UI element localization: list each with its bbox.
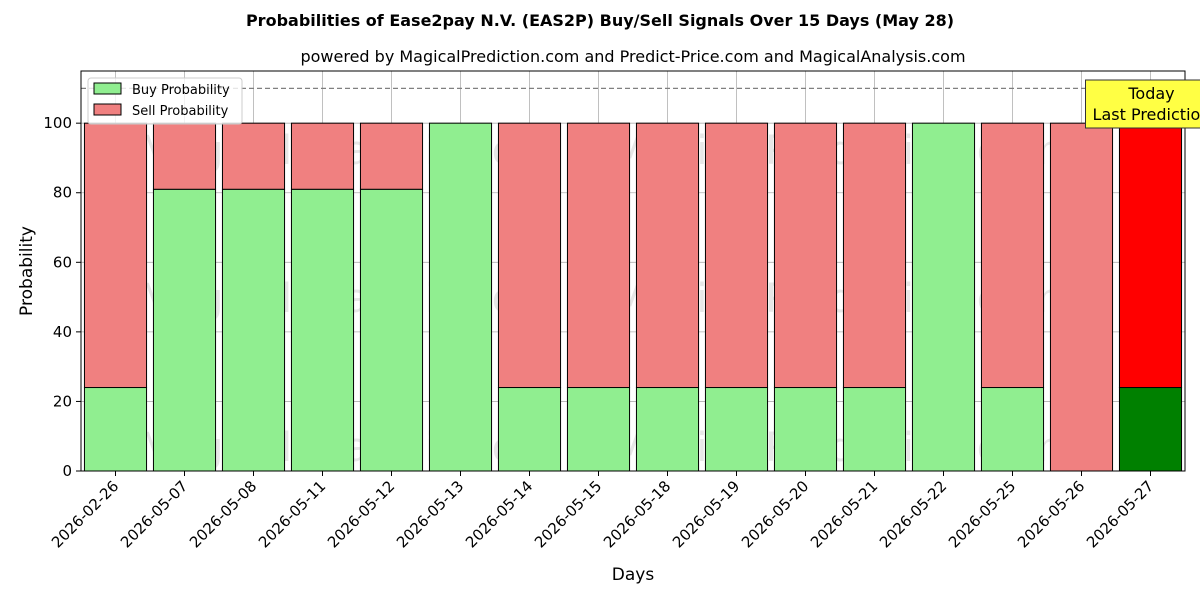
bar-sell — [773, 122, 838, 389]
legend-swatch — [93, 103, 122, 116]
annotation-text: Last Prediction — [1093, 105, 1200, 124]
chart-subtitle: powered by MagicalPrediction.com and Pre… — [300, 47, 965, 66]
y-tick-label: 80 — [53, 184, 72, 202]
bar-sell — [152, 122, 217, 190]
bar-sell — [1049, 122, 1114, 472]
x-tick-label: 2026-05-18 — [600, 477, 674, 551]
plot-frame — [80, 70, 1186, 472]
bar-buy — [842, 387, 907, 472]
annotation-text: Today — [1127, 84, 1174, 103]
x-tick-label: 2026-02-26 — [48, 477, 122, 551]
legend-label: Sell Probability — [132, 104, 229, 119]
bar-buy — [980, 387, 1045, 472]
bar-sell — [290, 122, 355, 190]
bar-sell — [980, 122, 1045, 389]
annotation-box — [1085, 79, 1200, 129]
x-tick-label: 2026-05-15 — [531, 477, 605, 551]
legend-box — [87, 77, 243, 125]
bar-sell — [842, 122, 907, 389]
bar-buy — [1118, 387, 1183, 472]
bar-buy — [497, 387, 562, 472]
x-tick-label: 2026-05-22 — [876, 477, 950, 551]
y-tick-label: 60 — [53, 253, 72, 271]
bar-sell — [635, 122, 700, 389]
bar-sell — [1118, 122, 1183, 389]
x-tick-label: 2026-05-19 — [669, 477, 743, 551]
x-tick-label: 2026-05-20 — [738, 477, 812, 551]
bar-sell — [497, 122, 562, 389]
bar-sell — [359, 122, 424, 190]
plot-area: MagicalAnalysis.comMagicalPrediction.com… — [43, 70, 1200, 551]
x-tick-label: 2026-05-14 — [462, 477, 536, 551]
x-tick-label: 2026-05-26 — [1014, 477, 1088, 551]
bar-buy — [911, 122, 976, 472]
x-tick-label: 2026-05-12 — [324, 477, 398, 551]
x-tick-label: 2026-05-13 — [393, 477, 467, 551]
bar-sell — [83, 122, 148, 389]
bar-buy — [290, 188, 355, 472]
x-tick-label: 2026-05-07 — [117, 477, 191, 551]
chart-title: Probabilities of Ease2pay N.V. (EAS2P) B… — [246, 11, 954, 30]
legend-label: Buy Probability — [132, 83, 230, 98]
y-tick-label: 40 — [53, 323, 72, 341]
y-tick-label: 20 — [53, 392, 72, 410]
bar-sell — [566, 122, 631, 389]
legend-swatch — [93, 82, 122, 95]
y-tick-label: 100 — [43, 114, 72, 132]
x-axis-label: Days — [612, 565, 655, 585]
bar-buy — [773, 387, 838, 472]
x-tick-label: 2026-05-27 — [1083, 477, 1157, 551]
bar-buy — [152, 188, 217, 472]
bar-buy — [359, 188, 424, 472]
bar-buy — [221, 188, 286, 472]
bar-buy — [704, 387, 769, 472]
bar-sell — [704, 122, 769, 389]
bar-buy — [428, 122, 493, 472]
y-tick-label: 0 — [62, 462, 72, 480]
x-tick-label: 2026-05-11 — [255, 477, 329, 551]
y-axis-label: Probability — [17, 226, 37, 316]
bar-buy — [635, 387, 700, 472]
x-tick-label: 2026-05-21 — [807, 477, 881, 551]
bar-buy — [566, 387, 631, 472]
bar-sell — [221, 122, 286, 190]
bar-buy — [83, 387, 148, 472]
x-tick-label: 2026-05-08 — [186, 477, 260, 551]
x-tick-label: 2026-05-25 — [945, 477, 1019, 551]
